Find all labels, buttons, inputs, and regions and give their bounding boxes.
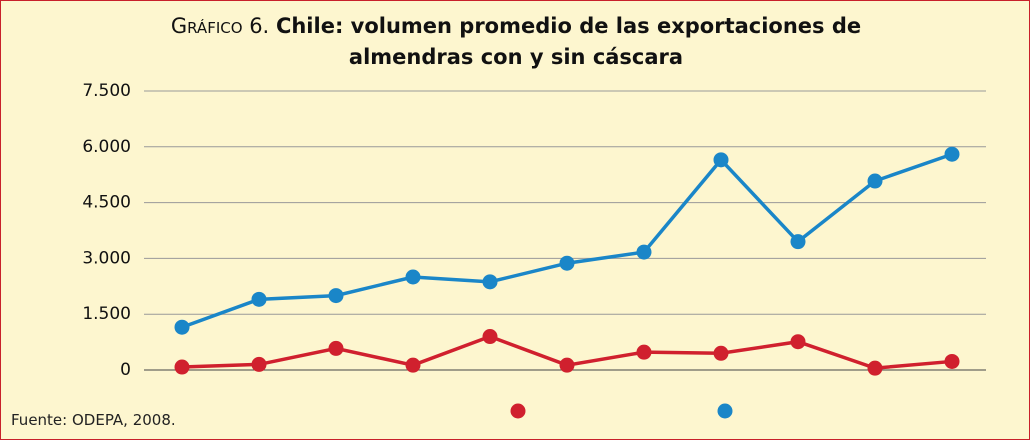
data-point: [636, 344, 652, 360]
data-point: [944, 353, 960, 369]
data-point: [251, 291, 267, 307]
data-point: [174, 359, 190, 375]
y-tick-label: 3.000: [82, 248, 131, 268]
legend-marker: [510, 403, 526, 419]
data-point: [867, 173, 883, 189]
data-point: [636, 244, 652, 260]
legend-marker: [717, 403, 733, 419]
data-point: [328, 340, 344, 356]
data-point: [482, 274, 498, 290]
data-point: [944, 146, 960, 162]
data-point: [790, 234, 806, 250]
data-point: [405, 269, 421, 285]
title-prefix: Gráfico 6.: [170, 14, 270, 38]
data-point: [405, 357, 421, 373]
data-point: [559, 357, 575, 373]
title-main: Chile: volumen promedio de las exportaci…: [275, 14, 862, 69]
y-tick-label: 4.500: [82, 193, 131, 213]
data-point: [713, 345, 729, 361]
data-point: [713, 152, 729, 168]
chart-title: Gráfico 6. Chile: volumen promedio de la…: [141, 11, 891, 73]
y-tick-label: 7.500: [82, 81, 131, 101]
series-line: [181, 152, 953, 329]
data-point: [559, 255, 575, 271]
y-tick-label: 0: [120, 360, 131, 380]
source-note: Fuente: ODEPA, 2008.: [11, 411, 176, 429]
data-point: [328, 288, 344, 304]
data-point: [790, 334, 806, 350]
data-point: [867, 360, 883, 376]
data-point: [251, 356, 267, 372]
data-point: [174, 319, 190, 335]
y-tick-label: 6.000: [82, 137, 131, 157]
y-tick-label: 1.500: [82, 304, 131, 324]
data-point: [482, 329, 498, 345]
